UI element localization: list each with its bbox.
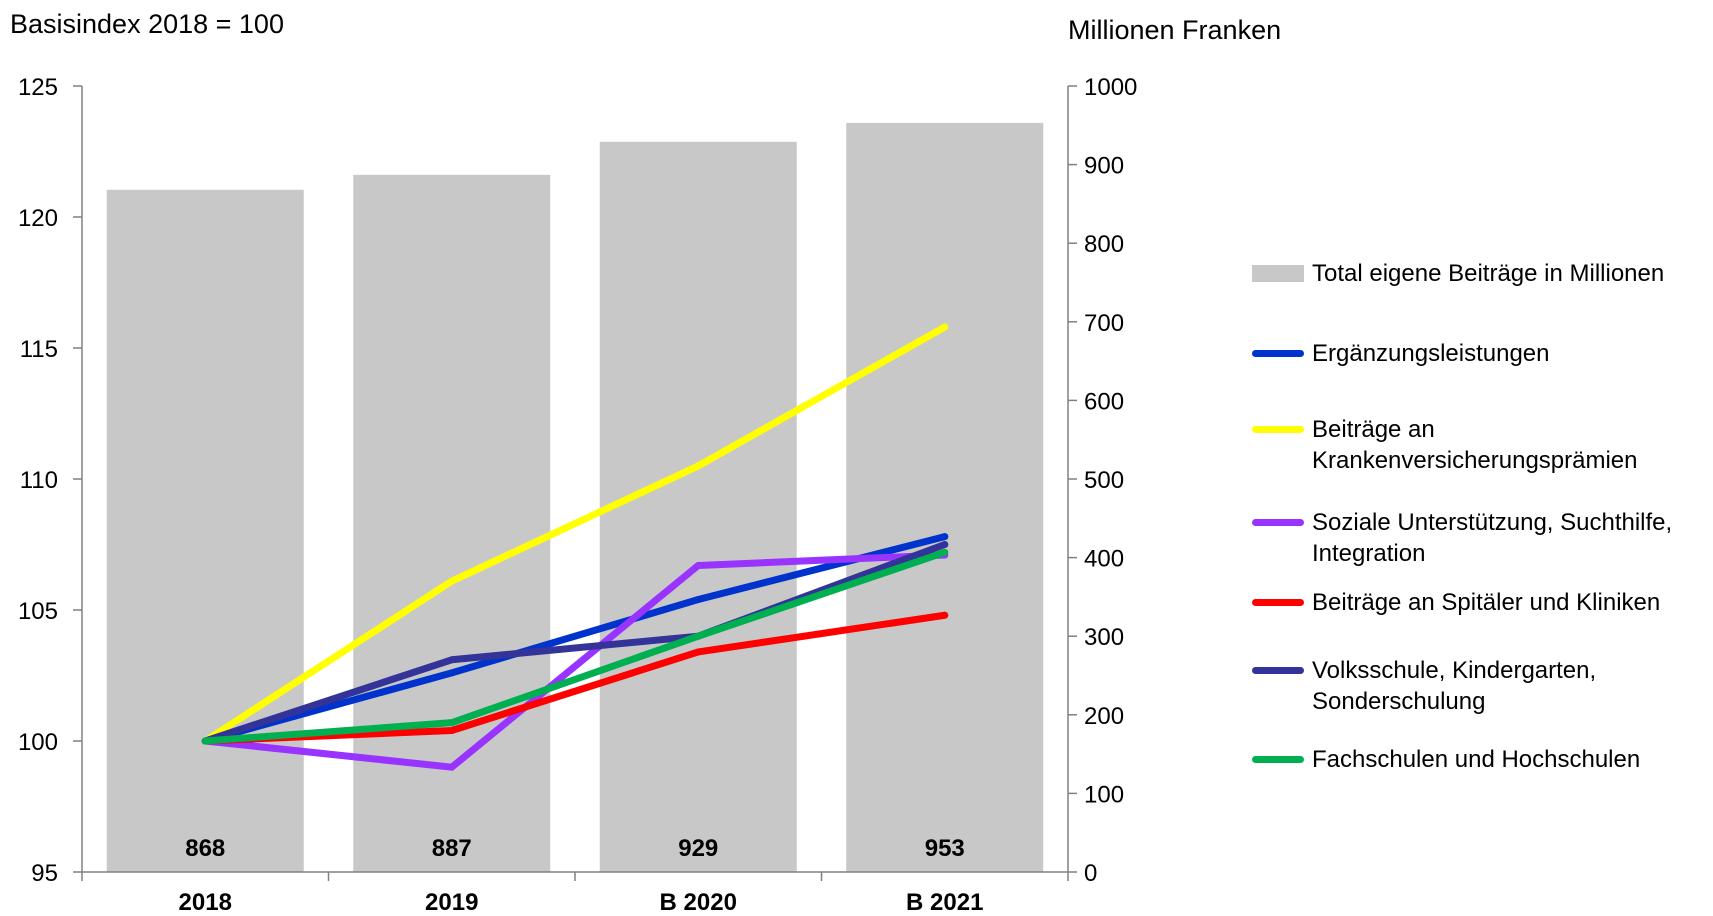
bar-value-label-0: 868 bbox=[185, 835, 225, 862]
legend-item-6: Fachschulen und Hochschulen bbox=[1252, 744, 1712, 775]
bar-2 bbox=[599, 141, 797, 872]
legend-item-0: Total eigene Beiträge in Millionen bbox=[1252, 258, 1712, 289]
bar-value-label-1: 887 bbox=[432, 835, 472, 862]
bar-3 bbox=[846, 122, 1044, 872]
bar-value-label-2: 929 bbox=[678, 835, 718, 862]
series-4-point-3 bbox=[941, 541, 949, 548]
right-tick-label-7: 700 bbox=[1084, 310, 1124, 337]
series-1-point-1 bbox=[448, 577, 456, 585]
x-tick-label-0: 2018 bbox=[179, 889, 232, 916]
series-0-point-3 bbox=[941, 533, 949, 541]
series-1-point-2 bbox=[694, 462, 702, 470]
series-line-3 bbox=[201, 611, 949, 745]
x-tick-label-2: B 2020 bbox=[660, 889, 737, 916]
bar-1 bbox=[353, 174, 551, 872]
series-line-1 bbox=[201, 323, 949, 745]
series-3-point-2 bbox=[694, 648, 702, 656]
x-tick-label-3: B 2021 bbox=[906, 889, 983, 916]
series-5-point-1 bbox=[448, 719, 456, 727]
legend-item-1: Ergänzungsleistungen bbox=[1252, 338, 1712, 369]
right-tick-label-8: 800 bbox=[1084, 231, 1124, 258]
left-tick-label-0: 95 bbox=[31, 860, 58, 887]
left-tick-label-4: 115 bbox=[20, 336, 58, 363]
legend-swatch-0 bbox=[1252, 265, 1304, 282]
series-1-point-3 bbox=[941, 323, 949, 331]
legend-label-5: Volksschule, Kindergarten, Sonderschulun… bbox=[1312, 657, 1597, 715]
bar-value-label-3: 953 bbox=[925, 835, 965, 862]
left-axis-title: Basisindex 2018 = 100 bbox=[10, 9, 284, 39]
legend-swatch-4 bbox=[1252, 599, 1304, 606]
legend-swatch-1 bbox=[1252, 350, 1304, 357]
legend-item-5: Volksschule, Kindergarten, Sonderschulun… bbox=[1252, 655, 1712, 717]
series-4-point-1 bbox=[448, 656, 456, 664]
legend-item-2: Beiträge an Krankenversicherungsprämien bbox=[1252, 414, 1712, 476]
right-tick-label-5: 500 bbox=[1084, 467, 1124, 494]
right-tick-label-6: 600 bbox=[1084, 388, 1124, 415]
legend-label-6: Fachschulen und Hochschulen bbox=[1312, 746, 1641, 773]
bar-0 bbox=[106, 189, 304, 872]
left-tick-label-3: 110 bbox=[20, 467, 58, 494]
series-3-point-1 bbox=[448, 727, 456, 735]
series-0-point-1 bbox=[448, 669, 456, 677]
legend-label-4: Beiträge an Spitäler und Kliniken bbox=[1312, 589, 1661, 616]
left-tick-label-2: 105 bbox=[18, 598, 58, 625]
series-5-point-0 bbox=[201, 737, 209, 745]
legend-item-3: Soziale Unterstützung, Suchthilfe, Integ… bbox=[1252, 507, 1712, 569]
right-tick-label-1: 100 bbox=[1084, 781, 1124, 808]
x-tick-label-1: 2019 bbox=[425, 889, 478, 916]
legend-label-1: Ergänzungsleistungen bbox=[1312, 340, 1550, 367]
right-axis-title: Millionen Franken bbox=[1068, 15, 1282, 45]
series-0-point-2 bbox=[694, 596, 702, 604]
legend-label-3: Soziale Unterstützung, Suchthilfe, Integ… bbox=[1312, 509, 1673, 567]
legend-swatch-2 bbox=[1252, 426, 1304, 433]
series-5-point-3 bbox=[941, 548, 949, 556]
series-line-4 bbox=[201, 541, 949, 745]
right-tick-label-2: 200 bbox=[1084, 703, 1124, 730]
series-2-point-1 bbox=[448, 763, 456, 771]
series-5-point-2 bbox=[694, 632, 702, 640]
left-tick-label-5: 120 bbox=[18, 205, 58, 232]
legend-label-2: Beiträge an Krankenversicherungsprämien bbox=[1312, 416, 1638, 474]
legend-label-0: Total eigene Beiträge in Millionen bbox=[1312, 260, 1665, 287]
right-tick-label-0: 0 bbox=[1084, 860, 1097, 887]
legend-swatch-3 bbox=[1252, 519, 1304, 526]
series-line-2 bbox=[201, 551, 949, 771]
series-line-5 bbox=[201, 548, 949, 745]
right-tick-label-3: 300 bbox=[1084, 624, 1124, 651]
left-tick-label-6: 125 bbox=[18, 74, 58, 101]
series-line-0 bbox=[201, 533, 949, 745]
right-tick-label-9: 900 bbox=[1084, 153, 1124, 180]
right-tick-label-4: 400 bbox=[1084, 546, 1124, 573]
right-tick-label-10: 1000 bbox=[1084, 74, 1137, 101]
legend-swatch-6 bbox=[1252, 756, 1304, 763]
series-2-point-2 bbox=[694, 561, 702, 569]
legend-swatch-5 bbox=[1252, 667, 1304, 674]
left-tick-label-1: 100 bbox=[18, 729, 58, 756]
legend-item-4: Beiträge an Spitäler und Kliniken bbox=[1252, 587, 1712, 618]
series-3-point-3 bbox=[941, 611, 949, 619]
